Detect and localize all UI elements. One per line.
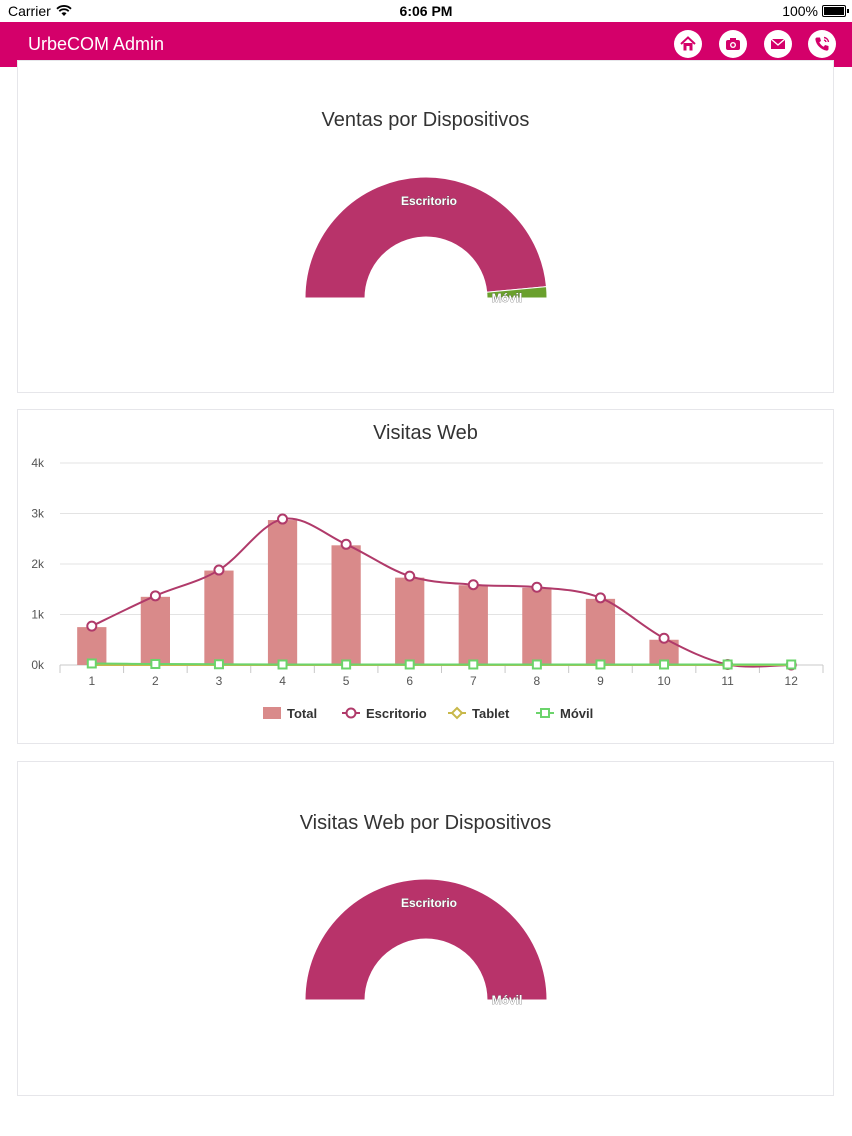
legend-marker bbox=[540, 708, 550, 718]
point-movil[interactable] bbox=[213, 659, 224, 670]
x-tick-label: 12 bbox=[785, 674, 799, 688]
x-tick-label: 9 bbox=[597, 674, 604, 688]
ventas-chart: Escritorio Móvil bbox=[304, 176, 548, 305]
point-movil[interactable] bbox=[659, 659, 670, 670]
ventas-chart-title: Ventas por Dispositivos bbox=[321, 109, 530, 131]
bar-total[interactable] bbox=[458, 585, 488, 665]
y-tick-label: 0k bbox=[31, 658, 45, 672]
legend-item-tablet[interactable]: Tablet bbox=[448, 706, 510, 721]
visitas-dispositivos-chart-title: Visitas Web por Dispositivos bbox=[299, 812, 552, 834]
y-tick-label: 4k bbox=[31, 456, 45, 470]
visitas-dispositivos-chart: Escritorio Móvil bbox=[304, 878, 548, 1007]
point-escritorio[interactable] bbox=[467, 579, 479, 591]
bar-total[interactable] bbox=[267, 520, 298, 665]
x-tick-label: 6 bbox=[406, 674, 413, 688]
legend-marker bbox=[345, 707, 357, 719]
bar-total[interactable] bbox=[395, 577, 425, 665]
y-tick-label: 2k bbox=[31, 557, 45, 571]
point-escritorio[interactable] bbox=[86, 620, 98, 632]
status-bar: Carrier 6:06 PM 100% bbox=[0, 0, 852, 22]
legend-label: Tablet bbox=[472, 706, 510, 721]
home-icon bbox=[680, 36, 696, 51]
point-movil[interactable] bbox=[722, 659, 733, 670]
point-escritorio[interactable] bbox=[213, 564, 225, 576]
x-tick-label: 3 bbox=[216, 674, 223, 688]
x-tick-label: 2 bbox=[152, 674, 159, 688]
phone-icon bbox=[815, 36, 830, 51]
point-movil[interactable] bbox=[341, 659, 352, 670]
battery-percent: 100% bbox=[782, 3, 818, 19]
app-title: UrbeCOM Admin bbox=[28, 34, 165, 54]
home-button[interactable] bbox=[674, 30, 702, 58]
wifi-icon bbox=[56, 4, 72, 20]
mail-icon bbox=[770, 38, 786, 49]
visitas-card: Visitas Web 0k 1k 2k 3k 4k 1 2 3 4 5 6 7 8 9 10 11 12 Tot… bbox=[17, 409, 834, 744]
bar-total[interactable] bbox=[522, 587, 552, 665]
carrier-label: Carrier bbox=[8, 3, 51, 19]
slice-label-escritorio: Escritorio bbox=[401, 194, 457, 208]
x-tick-label: 1 bbox=[88, 674, 95, 688]
bar-total[interactable] bbox=[331, 545, 361, 665]
point-escritorio[interactable] bbox=[404, 570, 416, 582]
point-movil[interactable] bbox=[531, 659, 542, 670]
x-tick-label: 8 bbox=[534, 674, 541, 688]
slice-label-escritorio: Escritorio bbox=[401, 896, 457, 910]
legend-marker bbox=[450, 706, 464, 720]
point-escritorio[interactable] bbox=[594, 592, 606, 604]
x-tick-label: 11 bbox=[721, 674, 734, 688]
x-tick-label: 4 bbox=[279, 674, 286, 688]
x-tick-label: 5 bbox=[343, 674, 350, 688]
point-movil[interactable] bbox=[786, 659, 797, 670]
bar-total[interactable] bbox=[585, 598, 616, 665]
slice-movil[interactable] bbox=[486, 286, 548, 299]
x-tick-label: 7 bbox=[470, 674, 477, 688]
point-movil[interactable] bbox=[86, 658, 97, 669]
visitas-chart-title: Visitas Web bbox=[373, 422, 478, 444]
legend-item-movil[interactable]: Móvil bbox=[536, 706, 593, 721]
point-movil[interactable] bbox=[150, 658, 161, 669]
legend-label: Móvil bbox=[560, 706, 593, 721]
point-escritorio[interactable] bbox=[277, 513, 289, 525]
camera-icon bbox=[726, 38, 740, 50]
x-tick-label: 10 bbox=[657, 674, 671, 688]
point-movil[interactable] bbox=[468, 659, 479, 670]
point-movil[interactable] bbox=[277, 659, 288, 670]
camera-button[interactable] bbox=[719, 30, 747, 58]
legend-label: Escritorio bbox=[366, 706, 427, 721]
slice-label-movil: Móvil bbox=[492, 993, 523, 1007]
point-movil[interactable] bbox=[404, 659, 415, 670]
visitas-dispositivos-card: Visitas Web por Dispositivos Escritorio M… bbox=[17, 761, 834, 1096]
y-tick-label: 3k bbox=[31, 507, 45, 521]
app-header: UrbeCOM Admin bbox=[0, 22, 852, 67]
line-escritorio bbox=[91, 517, 792, 668]
point-escritorio[interactable] bbox=[658, 632, 670, 644]
y-tick-label: 1k bbox=[31, 608, 45, 622]
point-escritorio[interactable] bbox=[340, 538, 352, 550]
legend-swatch bbox=[263, 707, 281, 719]
mail-button[interactable] bbox=[764, 30, 792, 58]
point-escritorio[interactable] bbox=[149, 590, 161, 602]
point-movil[interactable] bbox=[595, 659, 606, 670]
bar-total[interactable] bbox=[204, 570, 234, 665]
legend-item-escritorio[interactable]: Escritorio bbox=[342, 706, 427, 721]
battery-icon bbox=[822, 5, 849, 17]
phone-button[interactable] bbox=[808, 30, 836, 58]
line-movil bbox=[91, 662, 792, 666]
slice-escritorio[interactable] bbox=[304, 878, 548, 1001]
point-escritorio[interactable] bbox=[531, 581, 543, 593]
bar-total[interactable] bbox=[140, 596, 170, 665]
ventas-card: Ventas por Dispositivos Escritorio Móvil bbox=[17, 60, 834, 393]
legend-label: Total bbox=[287, 706, 317, 721]
legend-item-total[interactable]: Total bbox=[263, 706, 317, 721]
slice-escritorio[interactable] bbox=[304, 176, 548, 299]
clock: 6:06 PM bbox=[399, 3, 453, 19]
slice-label-movil: Móvil bbox=[492, 291, 523, 305]
